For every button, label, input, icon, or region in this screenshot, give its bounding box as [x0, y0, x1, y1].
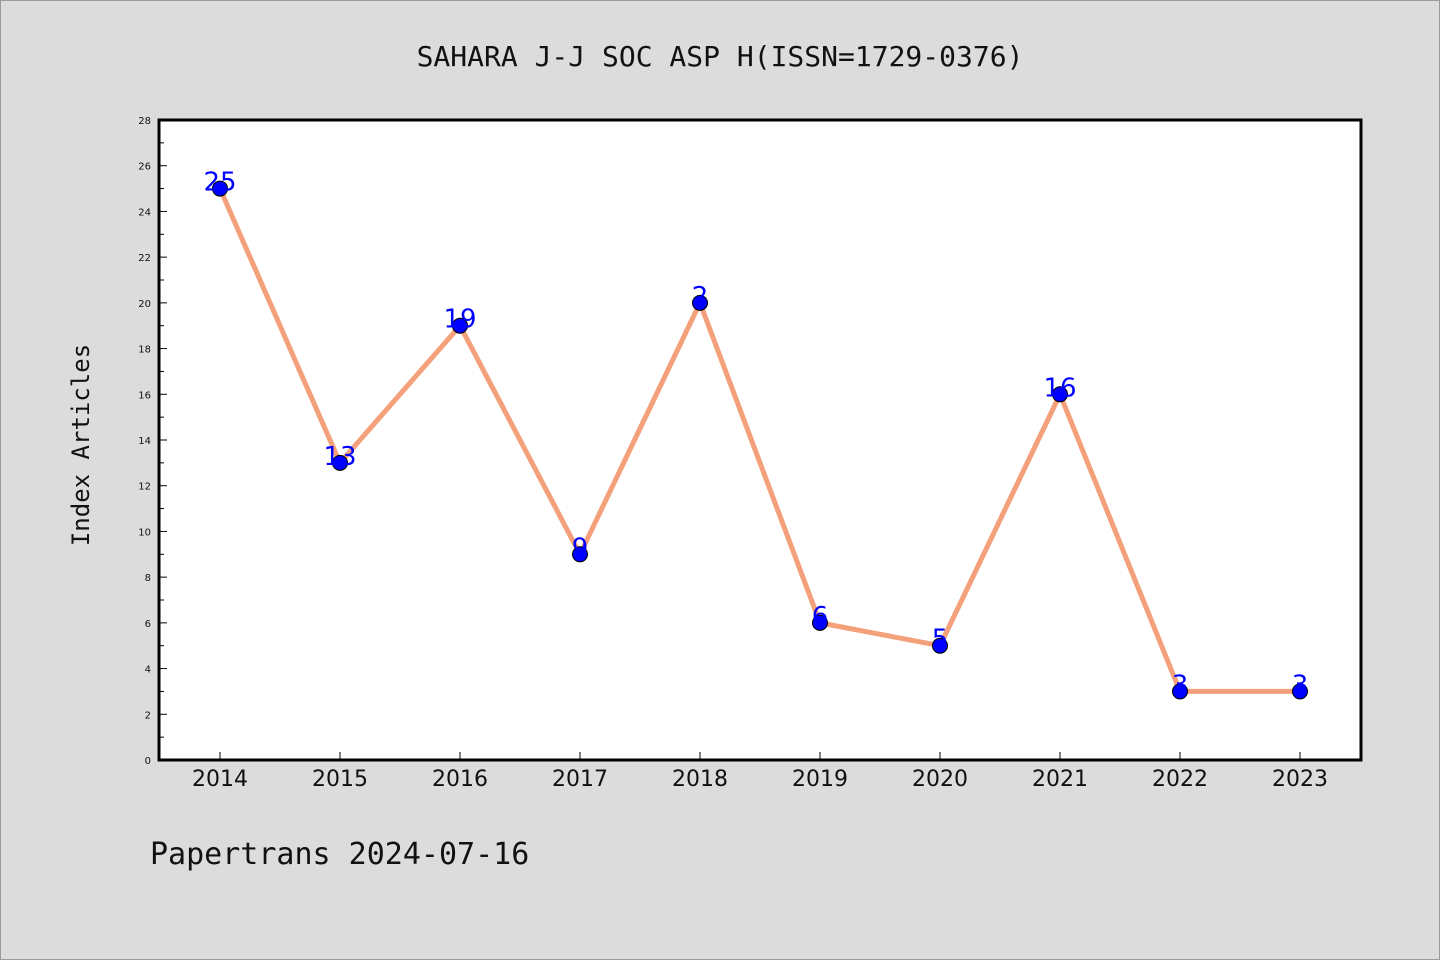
data-point — [932, 637, 948, 654]
y-tick-label: 2 — [145, 710, 151, 721]
y-tick-label: 6 — [145, 619, 151, 630]
x-tick-label: 2019 — [792, 767, 848, 792]
data-point — [812, 614, 828, 631]
x-tick-label: 2023 — [1272, 767, 1328, 792]
data-label: 9 — [572, 533, 589, 563]
footer-credit: Papertrans 2024-07-16 — [150, 837, 529, 872]
x-tick-label: 2017 — [552, 767, 608, 792]
data-label: 6 — [812, 602, 829, 632]
data-label: 2 — [692, 282, 709, 312]
data-label: 16 — [1043, 373, 1076, 403]
y-tick-label: 20 — [138, 299, 151, 310]
chart-title: SAHARA J-J SOC ASP H(ISSN=1729-0376) — [417, 40, 1024, 73]
data-label: 3 — [1292, 670, 1309, 700]
data-point — [1172, 683, 1188, 700]
plot-area — [157, 118, 1363, 762]
x-tick-label: 2022 — [1152, 767, 1208, 792]
x-axis: 2014 2015 2016 2017 2018 2019 2020 2021 2022 2023 — [192, 752, 1328, 792]
data-point — [212, 180, 228, 197]
y-tick-label: 22 — [138, 253, 151, 264]
data-label: 5 — [932, 625, 949, 655]
x-tick-label: 2020 — [912, 767, 968, 792]
y-tick-label: 14 — [138, 436, 151, 447]
x-tick-label: 2018 — [672, 767, 728, 792]
data-point — [452, 317, 468, 334]
data-point — [1292, 683, 1308, 700]
data-point — [692, 294, 708, 311]
y-tick-label: 18 — [138, 345, 151, 356]
y-tick-label: 8 — [145, 573, 151, 584]
y-tick-label: 26 — [138, 162, 151, 173]
data-point — [332, 454, 348, 471]
data-point — [572, 546, 588, 563]
y-tick-label: 0 — [145, 756, 151, 767]
data-point — [1052, 386, 1068, 403]
data-label: 19 — [443, 305, 476, 335]
y-tick-label: 16 — [138, 390, 151, 401]
series-line-group: 25 13 19 9 2 6 5 16 3 3 — [203, 168, 1308, 701]
data-label: 3 — [1172, 670, 1189, 700]
data-label: 13 — [323, 442, 356, 472]
data-label: 25 — [203, 168, 236, 198]
x-tick-label: 2014 — [192, 767, 248, 792]
x-tick-label: 2016 — [432, 767, 488, 792]
x-tick-label: 2021 — [1032, 767, 1088, 792]
y-tick-label: 4 — [145, 665, 151, 676]
y-tick-label: 12 — [138, 482, 151, 493]
y-tick-label: 28 — [138, 116, 151, 127]
series-line — [217, 187, 1300, 694]
x-tick-label: 2015 — [312, 767, 368, 792]
y-tick-label: 24 — [138, 207, 151, 218]
y-axis-label: Index Articles — [67, 344, 95, 546]
y-tick-label: 10 — [138, 527, 151, 538]
